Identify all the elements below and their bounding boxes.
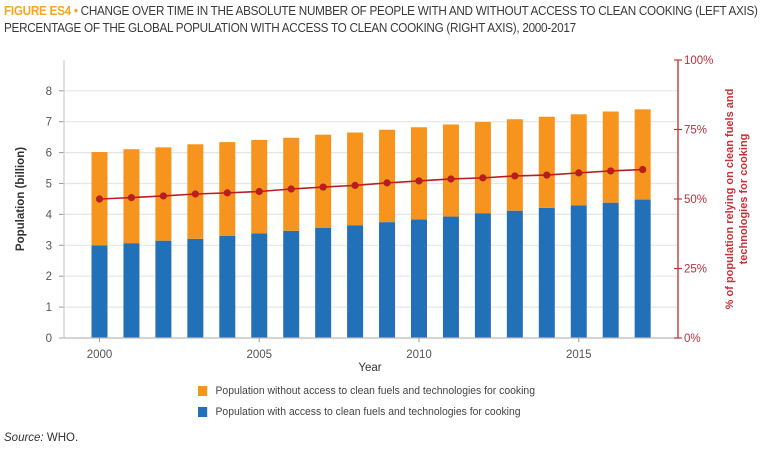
y-tick-label-2: 2 bbox=[46, 271, 52, 283]
bar-without-access-2017 bbox=[634, 109, 651, 200]
source-note: Source: WHO. bbox=[4, 432, 78, 444]
y2-axis-label-line-2: technologies for cooking bbox=[738, 134, 750, 265]
bar-with-access-2011 bbox=[442, 216, 459, 338]
bar-without-access-2012 bbox=[474, 122, 491, 214]
bar-without-access-2006 bbox=[283, 137, 300, 231]
share-point-2006 bbox=[287, 185, 295, 193]
source-text: WHO. bbox=[46, 432, 79, 444]
bar-with-access-2010 bbox=[411, 219, 427, 338]
share-point-2007 bbox=[319, 183, 327, 191]
bar-with-access-2001 bbox=[123, 243, 140, 338]
bar-without-access-2009 bbox=[379, 129, 396, 223]
share-point-2012 bbox=[479, 174, 487, 182]
title-line-1: CHANGE OVER TIME IN THE ABSOLUTE NUMBER … bbox=[80, 4, 760, 18]
share-point-2002 bbox=[159, 192, 167, 200]
bar-without-access-2007 bbox=[315, 134, 332, 228]
y-tick-label-0: 0 bbox=[46, 333, 52, 345]
bar-with-access-2017 bbox=[634, 199, 651, 338]
bar-with-access-2006 bbox=[283, 230, 300, 338]
share-point-2016 bbox=[607, 167, 615, 175]
share-point-2017 bbox=[639, 165, 647, 174]
y-tick-label-1: 1 bbox=[46, 302, 52, 314]
bar-with-access-2000 bbox=[91, 245, 108, 338]
bars bbox=[91, 109, 651, 338]
share-point-2015 bbox=[575, 169, 583, 177]
share-point-2011 bbox=[447, 175, 455, 183]
bar-with-access-2016 bbox=[602, 202, 619, 338]
bar-with-access-2007 bbox=[315, 227, 332, 338]
legend: Population without access to clean fuels… bbox=[198, 382, 564, 424]
bar-without-access-2016 bbox=[602, 111, 619, 203]
bar-with-access-2008 bbox=[347, 225, 364, 338]
bar-with-access-2012 bbox=[474, 213, 491, 338]
share-point-2001 bbox=[127, 194, 136, 202]
share-point-2014 bbox=[543, 171, 551, 179]
y2-axis-label-line-1: % of population relying on clean fuels a… bbox=[724, 89, 736, 310]
y2-tick-label-75: 75% bbox=[684, 125, 707, 137]
bar-without-access-2008 bbox=[347, 132, 364, 226]
y2-tick-label-100: 100% bbox=[684, 55, 713, 67]
bar-with-access-2015 bbox=[570, 205, 587, 338]
y-tick-label-7: 7 bbox=[46, 117, 52, 129]
y-tick-label-5: 5 bbox=[46, 179, 52, 191]
bar-without-access-2014 bbox=[538, 116, 555, 208]
legend-item-with-access: Population with access to clean fuels an… bbox=[198, 403, 535, 420]
bar-with-access-2009 bbox=[379, 222, 396, 338]
bar-with-access-2004 bbox=[219, 235, 236, 338]
x-tick-label-2005: 2005 bbox=[246, 349, 272, 361]
x-tick-label-2000: 2000 bbox=[87, 349, 113, 361]
share-point-2008 bbox=[351, 181, 359, 189]
bar-with-access-2003 bbox=[187, 238, 204, 338]
bar-without-access-2011 bbox=[442, 124, 459, 217]
bar-without-access-2010 bbox=[411, 127, 427, 220]
x-tick-label-2015: 2015 bbox=[566, 349, 592, 361]
bar-without-access-2015 bbox=[570, 114, 587, 206]
y-axis-label: Population (billion) bbox=[15, 147, 27, 251]
y-tick-label-3: 3 bbox=[46, 240, 52, 252]
share-point-2010 bbox=[415, 177, 423, 185]
bar-without-access-2013 bbox=[506, 119, 523, 211]
share-point-2004 bbox=[223, 189, 231, 197]
share-point-2005 bbox=[255, 187, 263, 196]
title-line-2: PERCENTAGE OF THE GLOBAL POPULATION WITH… bbox=[4, 21, 576, 35]
share-point-2013 bbox=[511, 172, 519, 180]
tick-labels: 0 1 2 3 4 5 6 7 8 0% 25% 50% 75% 100% 2000 2005 2010 2015 bbox=[46, 55, 714, 361]
share-line-series bbox=[95, 165, 647, 203]
bar-without-access-2004 bbox=[219, 142, 236, 236]
legend-swatch-with-access bbox=[198, 406, 208, 417]
bar-with-access-2014 bbox=[538, 207, 555, 338]
source-label: Source: bbox=[4, 432, 44, 444]
legend-label-with-access: Population with access to clean fuels an… bbox=[215, 405, 521, 418]
share-point-2003 bbox=[191, 190, 199, 198]
share-point-2009 bbox=[383, 179, 391, 187]
chart: 0 1 2 3 4 5 6 7 8 0% 25% 50% 75% 100% 2000 2005 2010 2015… bbox=[15, 55, 750, 374]
share-point-2000 bbox=[95, 195, 104, 203]
legend-label-without-access: Population without access to clean fuels… bbox=[215, 384, 535, 397]
y-tick-label-8: 8 bbox=[46, 86, 52, 98]
legend-swatch-without-access bbox=[198, 385, 208, 396]
axes bbox=[59, 59, 682, 342]
figure-title: FIGURE ES4 • CHANGE OVER TIME IN THE ABS… bbox=[4, 3, 760, 37]
legend-item-without-access: Population without access to clean fuels… bbox=[198, 382, 535, 399]
y2-tick-label-0: 0% bbox=[684, 333, 701, 345]
bar-with-access-2013 bbox=[506, 210, 523, 338]
y-tick-label-4: 4 bbox=[46, 209, 53, 221]
y2-tick-label-25: 25% bbox=[684, 264, 707, 276]
x-tick-label-2010: 2010 bbox=[406, 349, 432, 361]
bar-with-access-2002 bbox=[155, 240, 172, 338]
figure-label: FIGURE ES4 bbox=[4, 4, 71, 18]
share-line bbox=[99, 168, 643, 200]
x-axis-label: Year bbox=[358, 362, 381, 374]
bar-with-access-2005 bbox=[251, 233, 268, 338]
title-bullet: • bbox=[73, 4, 78, 18]
bar-without-access-2005 bbox=[251, 139, 268, 234]
y-tick-label-6: 6 bbox=[46, 148, 52, 160]
y2-tick-label-50: 50% bbox=[684, 194, 707, 206]
